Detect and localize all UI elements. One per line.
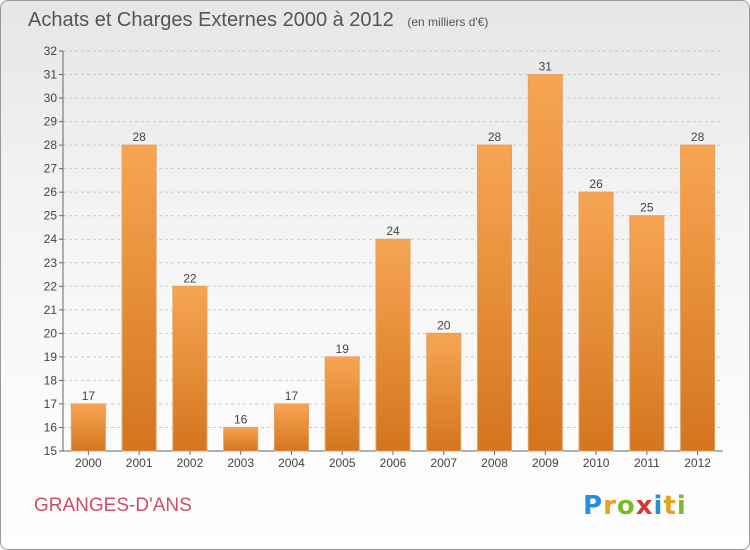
data-label: 24 [386,224,400,238]
bar [477,144,513,452]
y-tick-label: 21 [44,303,58,317]
commune-name: GRANGES-D'ANS [34,495,192,516]
proxiti-logo: Proxiti [583,491,687,521]
data-label: 16 [234,412,248,426]
y-tick-label: 20 [44,326,58,340]
data-label: 17 [285,389,299,403]
bar [426,332,462,452]
y-tick-label: 15 [44,444,58,458]
data-label: 28 [132,130,146,144]
chart-title-text: Achats et Charges Externes 2000 à 2012 [28,9,394,31]
data-label: 31 [539,60,553,74]
x-tick-label: 2011 [634,456,660,470]
y-tick-label: 18 [44,373,58,387]
y-tick-label: 30 [44,91,58,105]
data-label: 17 [82,389,96,403]
chart-title: Achats et Charges Externes 2000 à 2012 (… [28,9,488,32]
y-tick-label: 17 [44,397,58,411]
x-tick-label: 2002 [177,456,204,470]
y-tick-label: 24 [44,232,58,246]
x-tick-label: 2005 [329,456,356,470]
logo-letter: x [635,491,654,521]
bar [70,403,106,452]
bar [324,356,360,452]
bar [375,238,411,452]
y-tick-label: 23 [44,256,58,270]
logo-letter: i [676,491,687,521]
logo-letter: i [653,491,664,521]
data-label: 19 [336,342,350,356]
data-label: 20 [437,318,451,332]
y-tick-label: 27 [44,162,58,176]
x-tick-label: 2004 [278,456,305,470]
y-tick-label: 16 [44,420,58,434]
logo-letter: o [616,491,636,521]
logo-letter: t [663,491,677,521]
logo-letter: P [583,491,604,521]
bar [223,426,259,452]
x-tick-label: 2009 [532,456,559,470]
data-label: 22 [183,271,197,285]
x-tick-label: 2012 [684,456,711,470]
chart-unit: (en milliers d'€) [407,15,489,29]
y-tick-label: 25 [44,209,58,223]
x-tick-label: 2003 [227,456,254,470]
x-tick-label: 2001 [126,456,153,470]
y-tick-label: 29 [44,115,58,129]
bar [680,144,716,452]
data-label: 28 [691,130,705,144]
y-tick-label: 22 [44,279,58,293]
bar [578,191,614,452]
x-tick-label: 2006 [380,456,407,470]
x-tick-label: 2007 [430,456,457,470]
bar [172,285,208,452]
data-label: 25 [640,201,654,215]
x-tick-label: 2000 [75,456,102,470]
bar [121,144,157,452]
data-label: 28 [488,130,502,144]
bar [273,403,309,452]
x-tick-label: 2010 [583,456,610,470]
y-tick-label: 31 [44,68,58,82]
data-label: 26 [589,177,603,191]
y-tick-label: 32 [44,44,58,58]
y-tick-label: 28 [44,138,58,152]
bar [629,215,665,452]
y-tick-label: 26 [44,185,58,199]
y-tick-label: 19 [44,350,58,364]
x-tick-label: 2008 [481,456,508,470]
bar [527,74,563,452]
logo-letter: r [603,491,617,521]
